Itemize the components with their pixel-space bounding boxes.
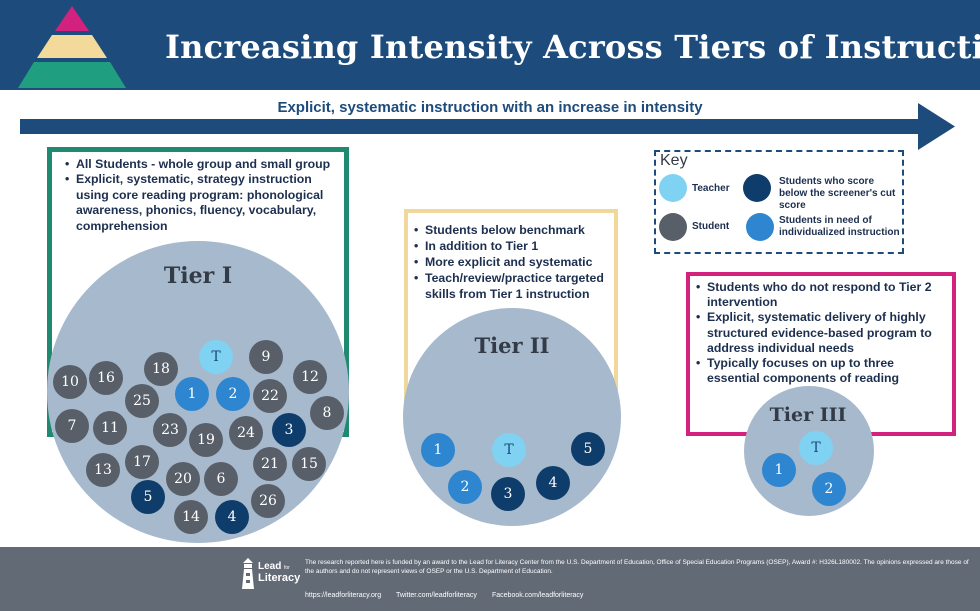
intensity-arrow [20,103,955,150]
tier-1-student-dot: 2 [216,377,250,411]
key-item-teacher: Teacher [692,183,730,194]
tier-2-teacher-dot: T [492,433,526,467]
tier-2-student-dot: 2 [448,470,482,504]
tier-1-student-dot: 17 [125,445,159,479]
pyramid-icon [18,6,126,88]
footer-link-website[interactable]: https://leadforliteracy.org [305,592,382,599]
tier-1-student-dot: 11 [93,411,127,445]
key-swatch-below [743,174,771,202]
tier-1-student-dot: 16 [89,361,123,395]
tier-3-bullet: Students who do not respond to Tier 2 in… [696,280,948,310]
tier-2-student-dot: 4 [536,466,570,500]
key-item-student: Student [692,221,730,232]
tier-2-student-dot: 5 [571,432,605,466]
tier-1-student-dot: 14 [174,500,208,534]
tier-1-student-dot: 25 [125,384,159,418]
key-title: Key [660,152,688,169]
tier-1-student-dot: 1 [175,377,209,411]
tier-1-student-dot: 13 [86,453,120,487]
key-swatch-teacher [659,174,687,202]
tier-1-student-dot: 18 [144,352,178,386]
tier-3-label: Tier III [769,404,847,426]
tier-1-student-dot: 3 [272,413,306,447]
logo-lead: Lead [258,561,282,572]
tier-1-student-dot: 5 [131,480,165,514]
tier-3-student-dot: 2 [812,472,846,506]
footer-link-facebook[interactable]: Facebook.com/leadforliteracy [492,592,584,599]
tier-1-student-dot: 20 [166,462,200,496]
tier-2-label: Tier II [474,333,550,358]
page-title: Increasing Intensity Across Tiers of Ins… [165,28,980,66]
tier-1-student-dot: 10 [53,365,87,399]
logo-for: for [284,565,290,571]
tier-1-student-dot: 9 [249,340,283,374]
tier-2-student-dot: 3 [491,477,525,511]
tier-1-student-dot: 7 [55,409,89,443]
footer [0,547,980,611]
tier-3-student-dot: 1 [762,453,796,487]
tier-1-student-dot: 21 [253,447,287,481]
tier-3-bullet: Explicit, systematic delivery of highly … [696,310,948,356]
tier-3-bullets: Students who do not respond to Tier 2 in… [696,280,948,386]
logo-literacy: Literacy [258,572,301,584]
footer-disclaimer: The research reported here is funded by … [305,559,969,575]
key-item-indiv: Students in need of individualized instr… [779,215,900,238]
tier-1-student-dot: 12 [293,360,327,394]
tier-1-student-dot: 6 [204,462,238,496]
tier-1-student-dot: 26 [251,484,285,518]
arrow-label: Explicit, systematic instruction with an… [277,99,703,116]
tier-1-student-dot: 8 [310,396,344,430]
tier-1-bullets: All Students - whole group and small gro… [65,157,343,234]
lighthouse-icon [242,558,254,589]
tier-1-teacher-dot: T [199,340,233,374]
footer-link-twitter[interactable]: Twitter.com/leadforliteracy [396,592,477,599]
tier-1-label: Tier I [163,263,233,289]
tier-1-bullet: All Students - whole group and small gro… [65,157,343,173]
tier-2-bullet: Teach/review/practice targeted skills fr… [414,270,614,302]
key-item-below: Students who score below the screener's … [779,176,896,211]
tier-2-bullets: Students below benchmark In addition to … [414,222,614,302]
tier-3-teacher-dot: T [799,431,833,465]
header-banner [0,0,980,90]
tier-2-bullet: More explicit and systematic [414,254,614,270]
tier-1-student-dot: 15 [292,447,326,481]
key-swatch-student [659,213,687,241]
tier-1-student-dot: 4 [215,500,249,534]
tier-1-student-dot: 24 [229,416,263,450]
tier-2-bullet: Students below benchmark [414,222,614,238]
tier-1-student-dot: 22 [253,379,287,413]
tier-1-student-dot: 19 [189,423,223,457]
key-box [654,150,904,254]
tier-1-bullet: Explicit, systematic, strategy instructi… [65,172,343,234]
tier-2-bullet: In addition to Tier 1 [414,238,614,254]
tier-2-student-dot: 1 [421,433,455,467]
tier-1-student-dot: 23 [153,413,187,447]
key-swatch-indiv [746,213,774,241]
tier-3-bullet: Typically focuses on up to three essenti… [696,356,948,386]
